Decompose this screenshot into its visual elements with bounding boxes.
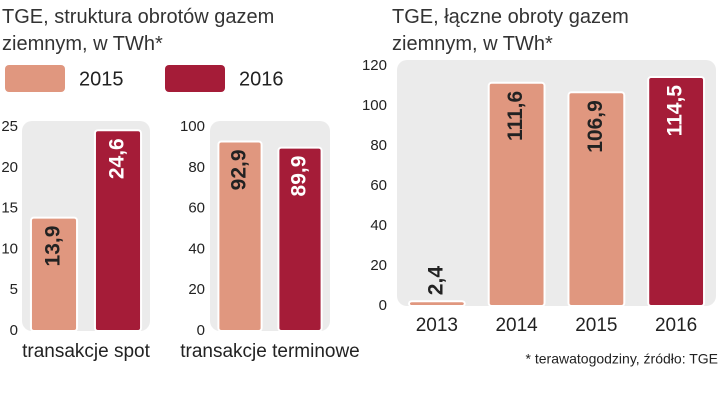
value-label: 89,9 [288, 156, 311, 197]
x-tick-label: 2015 [575, 315, 617, 336]
value-label: 114,5 [664, 85, 687, 137]
bar [647, 76, 706, 307]
footnote: * terawatogodziny, źródło: TGE [526, 351, 718, 367]
y-tick-label: 40 [370, 217, 387, 234]
y-tick-label: 0 [10, 322, 18, 339]
y-tick-label: 20 [188, 281, 205, 298]
bar [93, 129, 143, 332]
legend-label: 2015 [79, 68, 124, 90]
y-tick-label: 10 [1, 240, 18, 257]
x-tick-label: 2014 [495, 315, 538, 336]
legend-swatch [5, 65, 65, 92]
bar [217, 140, 263, 332]
value-label: 2,4 [424, 266, 447, 296]
y-tick-label: 80 [370, 137, 387, 154]
y-tick-label: 80 [188, 159, 205, 176]
bar [567, 91, 626, 307]
y-tick-label: 60 [188, 200, 205, 217]
bar [29, 216, 79, 333]
plot-background [397, 60, 716, 306]
legend-swatch [165, 65, 225, 92]
x-tick-label: transakcje spot [22, 341, 151, 362]
value-label: 111,6 [504, 91, 527, 141]
y-tick-label: 20 [370, 257, 387, 274]
x-tick-label: transakcje terminowe [180, 341, 360, 362]
y-tick-label: 5 [10, 281, 18, 298]
bar [487, 81, 546, 307]
y-tick-label: 15 [1, 200, 18, 217]
value-label: 13,9 [42, 226, 65, 267]
y-tick-label: 0 [197, 322, 205, 339]
y-tick-label: 100 [362, 97, 387, 114]
value-label: 24,6 [106, 138, 129, 179]
y-tick-label: 25 [1, 118, 18, 135]
bar [277, 146, 323, 332]
value-label: 106,9 [584, 100, 607, 153]
chart-title: TGE, łączne obroty gazem ziemnym, w TWh* [392, 6, 629, 55]
legend-label: 2016 [239, 68, 284, 90]
bar [407, 300, 466, 308]
y-tick-label: 20 [1, 159, 18, 176]
y-tick-label: 60 [370, 177, 387, 194]
y-tick-label: 0 [379, 297, 387, 314]
y-tick-label: 100 [180, 118, 205, 135]
x-tick-label: 2013 [416, 315, 458, 336]
chart-title: TGE, struktura obrotów gazem ziemnym, w … [2, 6, 275, 55]
y-tick-label: 40 [188, 240, 205, 257]
value-label: 92,9 [228, 149, 251, 190]
y-tick-label: 120 [362, 57, 387, 74]
x-tick-label: 2016 [655, 315, 697, 336]
